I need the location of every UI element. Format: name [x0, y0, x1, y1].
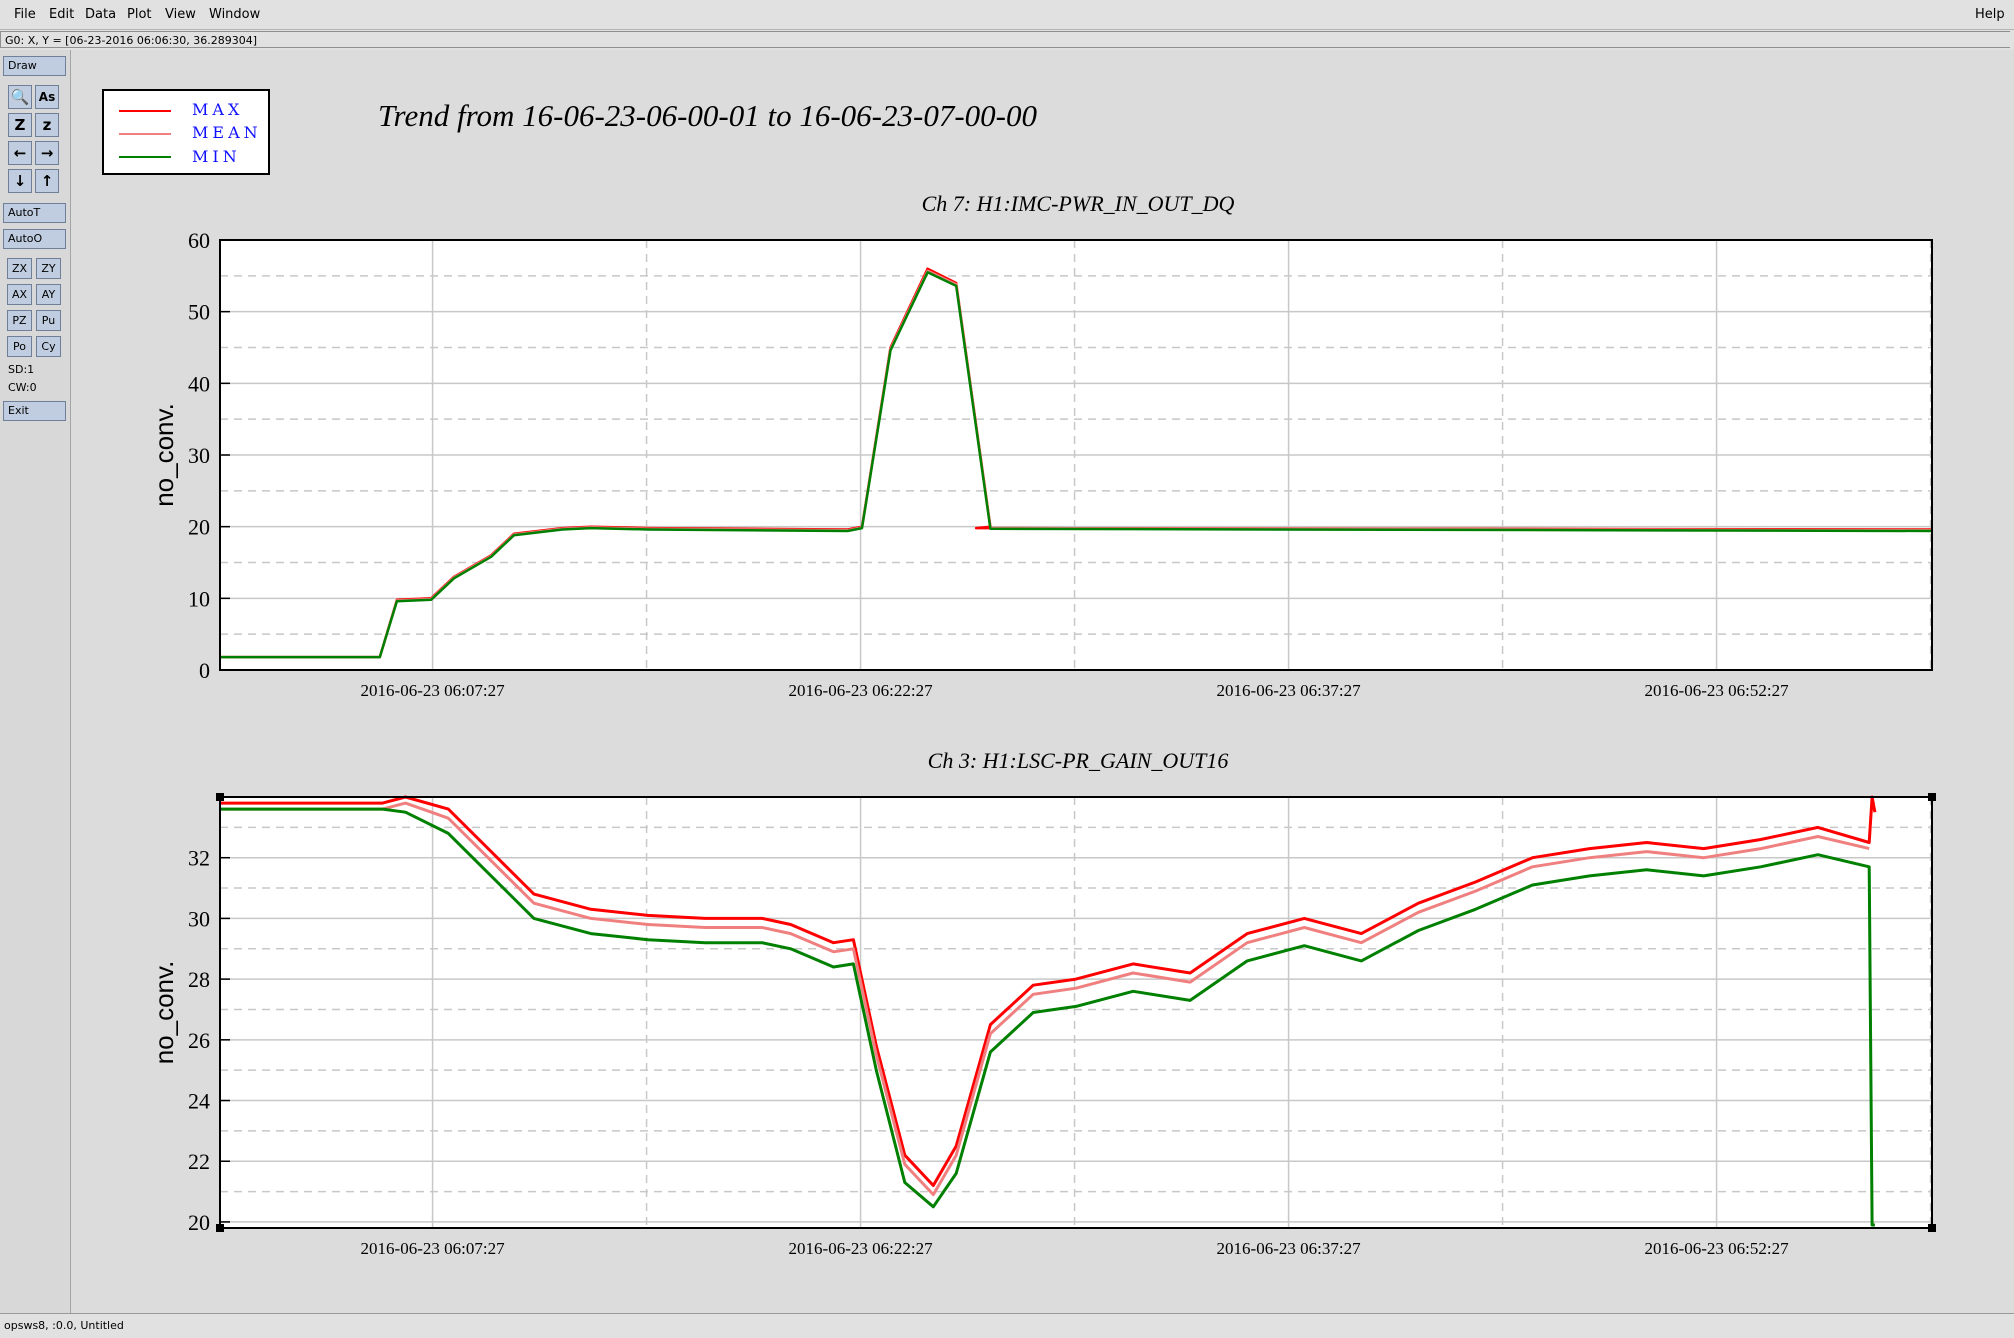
menu-help[interactable]: Help [1975, 7, 2005, 22]
zoom-icon[interactable]: 🔍 [8, 85, 32, 109]
chart-1-title: Ch 7: H1:IMC-PWR_IN_OUT_DQ [921, 191, 1235, 216]
pz-button[interactable]: PZ [7, 310, 32, 331]
cy-button[interactable]: Cy [36, 336, 61, 357]
chart-2-title: Ch 3: H1:LSC-PR_GAIN_OUT16 [927, 748, 1229, 773]
menu-view[interactable]: View [165, 7, 196, 22]
arrow-left-icon[interactable]: ← [8, 141, 32, 165]
autoo-button[interactable]: AutoO [3, 229, 66, 249]
text-icon[interactable]: As [35, 85, 59, 109]
menu-window[interactable]: Window [209, 7, 261, 22]
menu-data[interactable]: Data [85, 7, 117, 22]
menu-edit[interactable]: Edit [49, 7, 75, 22]
bottom-status: opsws8, :0.0, Untitled [0, 1313, 2014, 1337]
ay-button[interactable]: AY [36, 284, 61, 305]
menu-plot[interactable]: Plot [127, 7, 152, 22]
plot-area [71, 50, 2014, 1313]
zoom-in-icon[interactable]: Z [8, 113, 32, 137]
zy-button[interactable]: ZY [36, 258, 61, 279]
po-button[interactable]: Po [7, 336, 32, 357]
legend-mean-label: MEAN [192, 123, 262, 142]
legend: MAX MEAN MIN [102, 89, 270, 175]
exit-button[interactable]: Exit [3, 401, 66, 421]
legend-min-label: MIN [192, 147, 241, 166]
menu-bar: File Edit Data Plot View Window Help [0, 0, 2014, 30]
autot-button[interactable]: AutoT [3, 203, 66, 223]
ax-button[interactable]: AX [7, 284, 32, 305]
legend-max-label: MAX [192, 100, 244, 119]
toolbar: Draw 🔍 As Z z ← → ↓ ↑ AutoT AutoO ZX ZY … [0, 50, 71, 1313]
arrow-down-icon[interactable]: ↓ [8, 169, 32, 193]
legend-min-swatch [119, 156, 171, 158]
cw-label: CW:0 [8, 381, 37, 394]
zoom-out-icon[interactable]: z [35, 113, 59, 137]
arrow-right-icon[interactable]: → [35, 141, 59, 165]
page-title: Trend from 16-06-23-06-00-01 to 16-06-23… [378, 98, 1037, 133]
cursor-coordinates: G0: X, Y = [06-23-2016 06:06:30, 36.2893… [0, 31, 2010, 48]
menu-file[interactable]: File [14, 7, 36, 22]
draw-button[interactable]: Draw [3, 56, 66, 76]
legend-mean-swatch [119, 133, 171, 135]
pu-button[interactable]: Pu [36, 310, 61, 331]
sd-label: SD:1 [8, 363, 35, 376]
zx-button[interactable]: ZX [7, 258, 32, 279]
arrow-up-icon[interactable]: ↑ [35, 169, 59, 193]
legend-max-swatch [119, 110, 171, 112]
